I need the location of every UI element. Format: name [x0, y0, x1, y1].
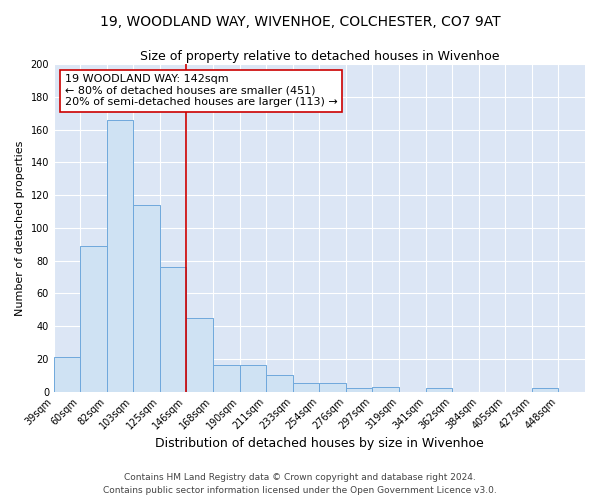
Bar — [186, 318, 213, 392]
Text: Contains HM Land Registry data © Crown copyright and database right 2024.
Contai: Contains HM Land Registry data © Crown c… — [103, 474, 497, 495]
Bar — [213, 366, 240, 392]
Bar — [532, 388, 558, 392]
Bar — [319, 384, 346, 392]
Bar — [372, 387, 399, 392]
Bar — [266, 376, 293, 392]
X-axis label: Distribution of detached houses by size in Wivenhoe: Distribution of detached houses by size … — [155, 437, 484, 450]
Bar — [160, 267, 186, 392]
Bar — [107, 120, 133, 392]
Text: 19 WOODLAND WAY: 142sqm
← 80% of detached houses are smaller (451)
20% of semi-d: 19 WOODLAND WAY: 142sqm ← 80% of detache… — [65, 74, 337, 107]
Text: 19, WOODLAND WAY, WIVENHOE, COLCHESTER, CO7 9AT: 19, WOODLAND WAY, WIVENHOE, COLCHESTER, … — [100, 15, 500, 29]
Bar — [133, 205, 160, 392]
Bar — [80, 246, 107, 392]
Title: Size of property relative to detached houses in Wivenhoe: Size of property relative to detached ho… — [140, 50, 499, 63]
Bar — [240, 366, 266, 392]
Bar — [54, 358, 80, 392]
Bar — [426, 388, 452, 392]
Bar — [346, 388, 372, 392]
Bar — [293, 384, 319, 392]
Y-axis label: Number of detached properties: Number of detached properties — [15, 140, 25, 316]
